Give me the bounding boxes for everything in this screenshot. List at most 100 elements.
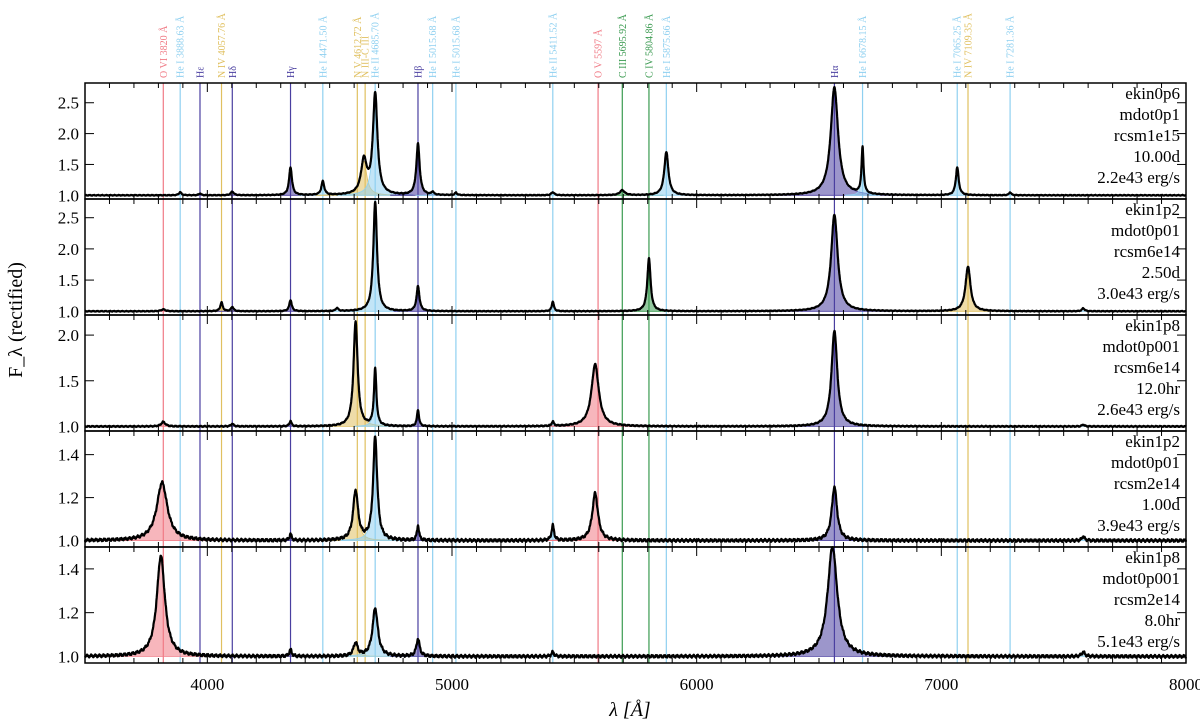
marker-label: He I 7281.36 Å — [1005, 15, 1017, 78]
panel-annotation: 12.0hr — [1136, 379, 1180, 398]
panel-annotation: rcsm1e15 — [1114, 126, 1180, 145]
line-profile-fill — [330, 607, 421, 657]
panel-annotation: rcsm6e14 — [1114, 358, 1181, 377]
y-tick-label: 2.0 — [58, 240, 79, 259]
line-profile-fill — [772, 86, 897, 196]
y-tick-label: 1.0 — [58, 302, 79, 321]
y-tick-label: 1.4 — [58, 446, 80, 465]
marker-label: He II 4685.70 Å — [370, 12, 382, 78]
panel-annotation: ekin1p2 — [1125, 200, 1180, 219]
panel-annotation: 3.9e43 erg/s — [1097, 516, 1180, 535]
panel-annotation: mdot0p1 — [1120, 105, 1180, 124]
panel-annotation: mdot0p01 — [1111, 221, 1180, 240]
marker-label: N IV 7109.35 Å — [963, 12, 975, 78]
marker-label: C III 5695.92 Å — [617, 13, 629, 78]
panel-annotation: mdot0p01 — [1111, 453, 1180, 472]
x-axis-label: λ [Å] — [608, 699, 650, 721]
y-tick-label: 1.0 — [58, 417, 79, 436]
panel-annotation: ekin1p8 — [1125, 316, 1180, 335]
marker-label: He I 7065.25 Å — [952, 15, 964, 78]
panel-annotation: mdot0p001 — [1103, 337, 1180, 356]
panel-annotation: 3.0e43 erg/s — [1097, 284, 1180, 303]
y-tick-label: 2.5 — [58, 94, 79, 113]
y-tick-label: 1.2 — [58, 604, 79, 623]
panel-annotation: 5.1e43 erg/s — [1097, 632, 1180, 651]
total-spectrum-line — [84, 85, 1187, 197]
y-tick-label: 2.5 — [58, 209, 79, 228]
y-tick-label: 1.4 — [58, 560, 80, 579]
panel-4: 1.0 1.2 1.4 ekin1p2 mdot0p01 rcsm2e14 1.00d 3.9… — [58, 430, 1188, 551]
marker-labels-layer: O VI 3820 Å He I 3888.63 Å Hε N IV 4057.76 … — [158, 12, 1017, 78]
marker-label: Hβ — [413, 66, 424, 78]
panel-annotation: rcsm2e14 — [1114, 474, 1181, 493]
line-profile-fill — [779, 213, 890, 312]
marker-label: N V 4612.72 Å — [352, 16, 364, 78]
panel-1: 1.0 1.5 2.0 2.5 ekin0p6 mdot0p1 rcsm1e15 10.00d… — [58, 82, 1187, 205]
x-tick-label: 8000 — [1169, 675, 1200, 694]
x-axis: 4000 5000 6000 7000 8000 — [190, 675, 1200, 694]
y-axis-label: F_λ (rectified) — [5, 262, 27, 378]
y-tick-label: 1.5 — [58, 155, 79, 174]
marker-label: Hε — [195, 67, 206, 78]
x-tick-label: 6000 — [680, 675, 714, 694]
y-tick-label: 1.0 — [58, 532, 79, 551]
y-tick-label: 1.0 — [58, 647, 79, 666]
y-tick-label: 1.5 — [58, 271, 79, 290]
x-tick-label: 4000 — [190, 675, 224, 694]
line-profile-fill — [91, 555, 230, 657]
marker-label: He I 6678.15 Å — [857, 15, 869, 78]
marker-label: O V 5597 Å — [593, 28, 605, 78]
panel-annotation: rcsm6e14 — [1114, 242, 1181, 261]
line-profile-fill — [546, 492, 644, 541]
y-tick-label: 1.0 — [58, 186, 79, 205]
y-tick-label: 1.2 — [58, 489, 79, 508]
y-tick-label: 2.0 — [58, 326, 79, 345]
panel-annotation: ekin1p2 — [1125, 432, 1180, 451]
panel-frame — [84, 546, 1187, 664]
marker-label: He II 5411.52 Å — [547, 12, 559, 78]
panel-2: 1.0 1.5 2.0 2.5 ekin1p2 mdot0p01 rcsm6e14 2.50d… — [58, 198, 1187, 321]
marker-label: He I 4471.50 Å — [317, 15, 329, 78]
marker-label: He I 3888.63 Å — [175, 15, 187, 78]
total-spectrum-line — [83, 435, 1188, 544]
panel-annotation: 2.6e43 erg/s — [1097, 400, 1180, 419]
panel-annotation: ekin0p6 — [1125, 84, 1180, 103]
panel-3: 1.0 1.5 2.0 ekin1p8 mdot0p001 rcsm6e14 12.0hr 2… — [58, 314, 1187, 436]
panel-frame — [84, 430, 1187, 548]
total-spectrum-line — [84, 546, 1188, 659]
panel-frame — [84, 82, 1187, 200]
panel-annotation: 10.00d — [1133, 147, 1180, 166]
y-tick-label: 1.5 — [58, 372, 79, 391]
marker-label: Hα — [830, 65, 841, 78]
marker-label: He I 5015.68 Å — [450, 15, 462, 78]
x-tick-label: 5000 — [435, 675, 469, 694]
line-profile-fill — [749, 546, 916, 657]
marker-label: O VI 3820 Å — [158, 25, 170, 78]
x-tick-label: 7000 — [924, 675, 958, 694]
panel-annotation: 1.00d — [1142, 495, 1181, 514]
total-spectrum-line — [84, 320, 1187, 429]
line-profile-fill — [337, 93, 414, 196]
panel-frame — [84, 314, 1187, 432]
marker-label: Hγ — [286, 66, 297, 78]
panel-annotation: rcsm2e14 — [1114, 590, 1181, 609]
panel-5: 1.0 1.2 1.4 ekin1p8 mdot0p001 rcsm2e14 8.0hr 5.… — [58, 546, 1188, 666]
marker-label: He I 5875.66 Å — [661, 15, 673, 78]
line-profile-fill — [926, 265, 1010, 312]
line-profile-fill — [786, 329, 883, 427]
panel-annotation: ekin1p8 — [1125, 548, 1180, 567]
panel-annotation: 8.0hr — [1145, 611, 1181, 630]
marker-label: N IV 4057.76 Å — [216, 12, 228, 78]
marker-label: N III-C III — [361, 36, 372, 78]
panel-annotation: mdot0p001 — [1103, 569, 1180, 588]
y-tick-label: 2.0 — [58, 125, 79, 144]
marker-label: Hδ — [228, 66, 239, 78]
line-profile-fill — [789, 486, 880, 541]
line-profile-fill — [533, 363, 658, 427]
marker-label: C IV 5804.86 Å — [643, 13, 655, 78]
panel-frame — [84, 198, 1187, 316]
total-spectrum-line — [84, 200, 1187, 313]
panel-annotation: 2.50d — [1142, 263, 1181, 282]
panels-layer: 1.0 1.5 2.0 2.5 ekin0p6 mdot0p1 rcsm1e15 10.00d… — [58, 82, 1188, 666]
